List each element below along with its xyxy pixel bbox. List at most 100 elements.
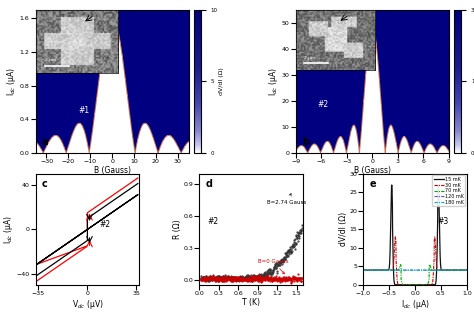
Point [284, 249, 292, 254]
Point [233, 276, 240, 281]
Point [258, 278, 265, 283]
Point [233, 276, 241, 281]
Point [235, 276, 243, 281]
Point [256, 278, 264, 283]
Point [229, 275, 237, 280]
Point [262, 277, 269, 282]
Point [276, 276, 283, 281]
Point [217, 276, 224, 281]
Point [229, 277, 237, 282]
Point [244, 277, 251, 282]
Point [246, 273, 254, 279]
70 mK [398, 263, 403, 267]
Point [264, 271, 271, 277]
Point [277, 258, 285, 263]
Point [247, 275, 255, 280]
Point [254, 277, 261, 282]
Point [220, 274, 228, 279]
Point [268, 270, 276, 275]
Point [256, 274, 264, 279]
Point [273, 276, 281, 281]
Point [232, 275, 240, 280]
Point [262, 274, 270, 279]
Point [210, 275, 218, 280]
Point [245, 275, 252, 280]
Point [293, 235, 301, 241]
X-axis label: I$_{dc}$ (μA): I$_{dc}$ (μA) [401, 298, 429, 311]
Point [241, 277, 248, 282]
Point [264, 273, 271, 278]
Point [283, 277, 291, 282]
Point [213, 277, 221, 282]
Point [233, 275, 241, 280]
180 mK [442, 268, 447, 272]
Point [234, 276, 241, 281]
Point [237, 274, 245, 279]
Point [288, 247, 295, 252]
Point [264, 275, 272, 280]
Point [203, 276, 211, 281]
Point [240, 275, 248, 280]
Point [263, 274, 270, 279]
Point [204, 276, 212, 281]
Point [217, 278, 224, 283]
Point [277, 279, 285, 284]
Point [244, 275, 252, 280]
Point [236, 276, 243, 281]
Point [240, 277, 247, 282]
Point [289, 278, 296, 283]
Point [213, 276, 221, 281]
Point [290, 274, 297, 279]
Point [292, 276, 300, 281]
Text: #2: #2 [208, 217, 219, 226]
Point [246, 277, 254, 282]
30 mK [392, 235, 398, 239]
Point [241, 277, 249, 282]
Point [270, 270, 277, 275]
Point [204, 275, 212, 280]
Point [210, 275, 217, 280]
Point [249, 273, 256, 279]
Point [283, 277, 291, 282]
Point [277, 260, 285, 265]
Point [266, 275, 274, 280]
Point [264, 269, 272, 274]
Point [239, 274, 246, 279]
Point [223, 275, 230, 280]
Point [251, 275, 258, 280]
Point [280, 257, 287, 262]
Point [259, 276, 266, 281]
Point [217, 275, 225, 280]
Point [257, 278, 265, 283]
Point [294, 276, 301, 281]
Point [255, 274, 263, 279]
Point [214, 277, 221, 282]
Point [212, 274, 219, 279]
Point [270, 274, 278, 279]
Point [294, 278, 301, 283]
Point [262, 275, 269, 280]
Point [198, 276, 205, 281]
Point [273, 261, 280, 266]
Point [230, 277, 238, 282]
Point [205, 277, 212, 282]
Point [205, 278, 212, 283]
Point [251, 274, 259, 279]
Y-axis label: I$_{dc}$ (μA): I$_{dc}$ (μA) [2, 215, 15, 244]
Point [245, 276, 252, 281]
Point [257, 274, 265, 279]
Point [268, 271, 276, 277]
Point [293, 234, 301, 239]
Point [238, 278, 246, 283]
Point [271, 277, 278, 282]
Point [199, 275, 207, 280]
Text: #2: #2 [100, 220, 111, 229]
Point [254, 279, 262, 284]
Point [238, 275, 246, 280]
Point [246, 274, 254, 279]
Point [231, 277, 239, 282]
Point [265, 276, 273, 281]
Point [210, 277, 218, 282]
Point [214, 277, 221, 282]
Point [291, 246, 299, 251]
